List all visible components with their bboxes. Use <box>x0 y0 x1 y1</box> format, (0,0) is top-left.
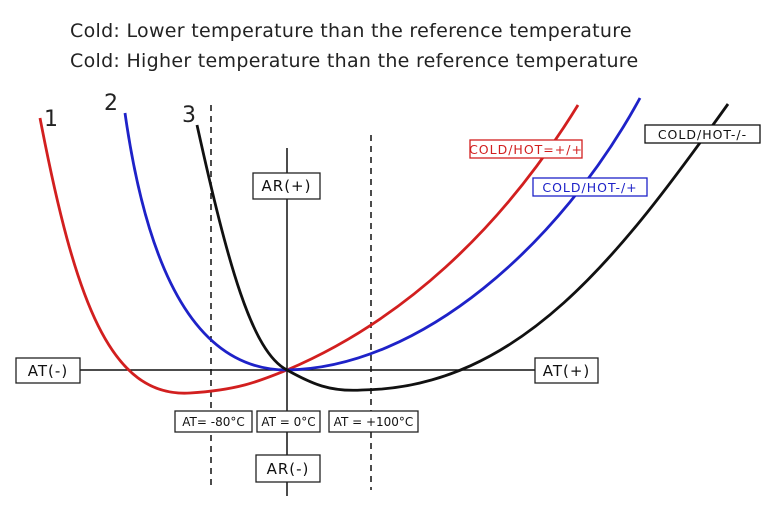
marker-box <box>328 410 419 433</box>
axis-label: AR(-) <box>267 460 310 478</box>
curve-label: COLD/HOT=+/+ <box>469 142 583 157</box>
header-line: Cold: Higher temperature than the refere… <box>70 50 638 72</box>
label-box <box>255 454 321 483</box>
marker-box <box>256 410 321 433</box>
curve-number: 1 <box>44 107 58 132</box>
marker-label: AT= -80°C <box>182 415 244 429</box>
curve-label-box <box>644 124 761 144</box>
curve-label-box <box>469 139 583 159</box>
curve-3 <box>195 103 730 392</box>
curve-number: 2 <box>104 91 118 116</box>
curve-label-box <box>532 177 648 197</box>
marker-label: AT = +100°C <box>334 415 414 429</box>
curve-label: COLD/HOT-/- <box>658 127 747 142</box>
marker-label: AT = 0°C <box>261 415 315 429</box>
axis-label: AT(+) <box>543 362 591 380</box>
axis-label: AT(-) <box>28 362 68 380</box>
label-box <box>252 172 321 200</box>
marker-box <box>174 410 253 433</box>
label-box <box>534 357 599 384</box>
axis-label: AR(+) <box>262 177 312 195</box>
label-box <box>15 357 81 384</box>
curve-label: COLD/HOT-/+ <box>542 180 637 195</box>
curve-number: 3 <box>182 103 196 128</box>
curve-1 <box>38 104 580 395</box>
header-line: Cold: Lower temperature than the referen… <box>70 20 632 42</box>
curve-2 <box>123 97 642 372</box>
